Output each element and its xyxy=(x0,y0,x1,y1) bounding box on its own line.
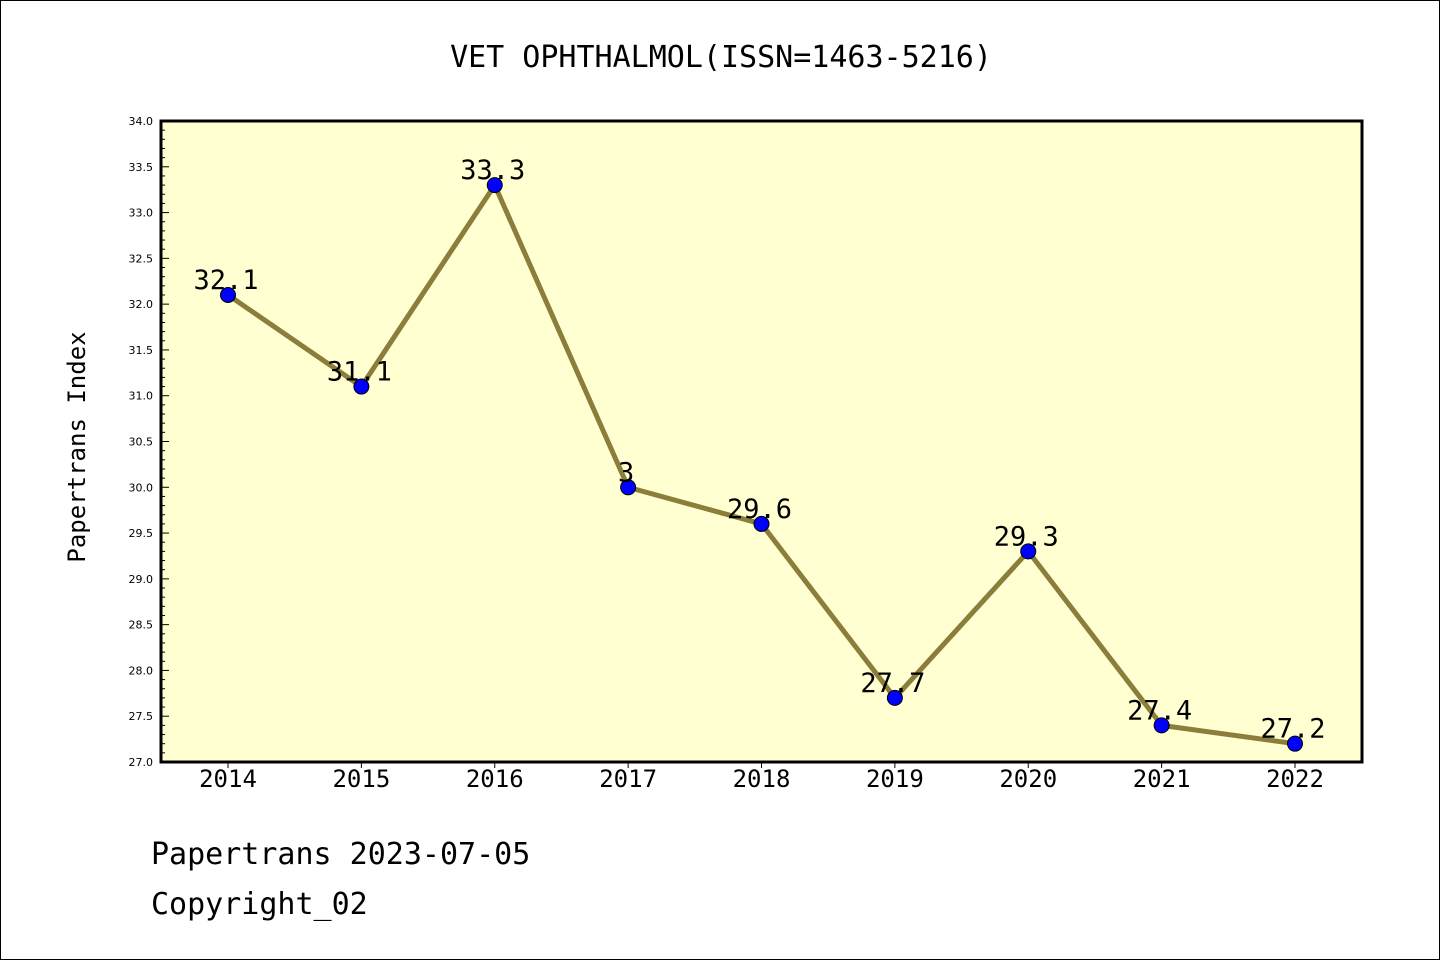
data-point xyxy=(1153,717,1170,734)
x-tick-label: 2014 xyxy=(199,765,257,793)
y-tick-label: 31.5 xyxy=(129,344,154,357)
y-tick-label: 33.0 xyxy=(129,207,154,220)
data-label: 33.3 xyxy=(460,155,525,186)
y-tick-label: 28.5 xyxy=(129,619,154,632)
data-points xyxy=(220,177,1303,752)
y-tick-label: 32.0 xyxy=(129,298,154,311)
data-point xyxy=(220,286,236,303)
x-tick-label: 2018 xyxy=(733,765,791,793)
y-tick-label: 33.5 xyxy=(129,161,154,174)
x-tick-label: 2021 xyxy=(1133,765,1191,793)
footer-copyright: Copyright_02 xyxy=(151,887,368,922)
y-tick-label: 31.0 xyxy=(129,390,154,403)
footer-date: Papertrans 2023-07-05 xyxy=(151,837,530,872)
data-label: 29.3 xyxy=(994,521,1059,552)
y-tick-label: 29.5 xyxy=(129,527,154,540)
y-tick-label: 27.0 xyxy=(129,756,154,769)
y-tick-label: 32.5 xyxy=(129,252,154,265)
y-tick-label: 30.5 xyxy=(129,436,154,449)
data-label: 27.7 xyxy=(860,668,925,699)
plot-area xyxy=(159,119,1364,764)
data-labels: 32.1 31.1 33.3 3 29.6 27.7 29.3 27.4 27.2 xyxy=(193,155,1325,745)
data-label: 3 xyxy=(618,457,634,488)
x-tick-label: 2022 xyxy=(1266,765,1324,793)
data-label: 27.4 xyxy=(1127,695,1192,726)
y-tick-label: 28.0 xyxy=(129,664,154,677)
data-point xyxy=(486,177,503,194)
y-tick-label: 27.5 xyxy=(129,710,154,723)
data-point xyxy=(753,515,770,532)
y-tick-label: 29.0 xyxy=(129,573,154,586)
y-axis-label: Papertrans Index xyxy=(63,331,91,562)
y-axis-ticks: 27.0 27.5 28.0 28.5 29.0 29.5 30.0 30.5 31.0 31.5… xyxy=(129,115,169,769)
data-point xyxy=(1287,735,1303,752)
data-label: 27.2 xyxy=(1260,714,1325,745)
y-tick-label: 34.0 xyxy=(129,115,154,128)
x-axis-ticks: 2014 2015 2016 2017 2018 2019 2020 2021 2022 xyxy=(199,762,1324,793)
data-point xyxy=(1020,543,1037,560)
x-tick-label: 2017 xyxy=(599,765,657,793)
data-label: 31.1 xyxy=(327,357,392,388)
data-label: 32.1 xyxy=(193,265,258,296)
data-point xyxy=(353,378,370,395)
data-point xyxy=(620,479,637,496)
y-tick-label: 30.0 xyxy=(129,481,154,494)
data-label: 29.6 xyxy=(727,494,792,525)
x-tick-label: 2019 xyxy=(866,765,924,793)
data-point xyxy=(886,689,903,706)
x-tick-label: 2020 xyxy=(999,765,1057,793)
chart-title: VET OPHTHALMOL(ISSN=1463-5216) xyxy=(450,40,992,75)
x-tick-label: 2015 xyxy=(332,765,390,793)
x-tick-label: 2016 xyxy=(466,765,524,793)
